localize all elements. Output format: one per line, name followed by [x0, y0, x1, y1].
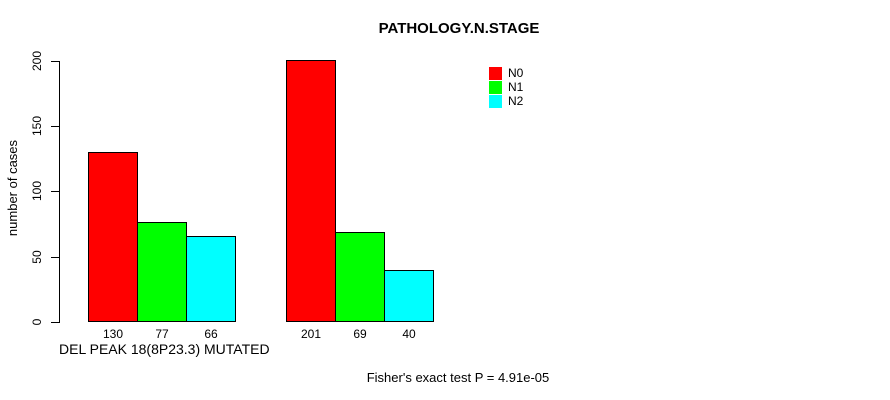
- chart-title: PATHOLOGY.N.STAGE: [378, 20, 540, 37]
- fisher-test-annotation: Fisher's exact test P = 4.91e-05: [366, 370, 550, 385]
- bar-value-label: 66: [204, 327, 218, 341]
- bar-n1-group1: [137, 222, 187, 322]
- bar-value-label: 69: [353, 327, 367, 341]
- legend-label-n0: N0: [508, 65, 524, 80]
- y-tick-label: 100: [30, 180, 44, 202]
- legend-swatch-n0-icon: [489, 66, 502, 80]
- y-axis-tick: [51, 126, 60, 127]
- bar-n1-group2: [335, 232, 385, 322]
- y-axis-tick: [51, 257, 60, 258]
- y-axis-title: number of cases: [5, 139, 20, 237]
- legend-label-n1: N1: [508, 79, 524, 94]
- y-axis-tick: [51, 322, 60, 323]
- bar-value-label: 130: [102, 327, 124, 341]
- legend-swatch-n2-icon: [489, 94, 502, 108]
- y-tick-label: 200: [30, 50, 44, 72]
- legend-row-n1: N1: [489, 80, 523, 94]
- legend-label-n2: N2: [508, 93, 524, 108]
- y-axis-tick: [51, 61, 60, 62]
- legend-swatch-n1-icon: [489, 80, 502, 94]
- bar-value-label: 77: [155, 327, 169, 341]
- y-axis-line: [59, 61, 60, 323]
- bar-n2-group1: [186, 236, 236, 322]
- bar-value-label: 201: [300, 327, 322, 341]
- bar-n0-group1: [88, 152, 138, 322]
- bar-n2-group2: [384, 270, 434, 322]
- legend-row-n0: N0: [489, 66, 523, 80]
- x-axis-label: DEL PEAK 18(8P23.3) MUTATED: [59, 341, 270, 357]
- legend-row-n2: N2: [489, 94, 523, 108]
- y-tick-label: 0: [30, 318, 44, 326]
- y-axis-tick: [51, 191, 60, 192]
- y-tick-label: 150: [30, 115, 44, 137]
- y-tick-label: 50: [30, 250, 44, 264]
- legend: N0 N1 N2: [489, 66, 523, 108]
- bar-value-label: 40: [402, 327, 416, 341]
- bar-n0-group2: [286, 60, 336, 322]
